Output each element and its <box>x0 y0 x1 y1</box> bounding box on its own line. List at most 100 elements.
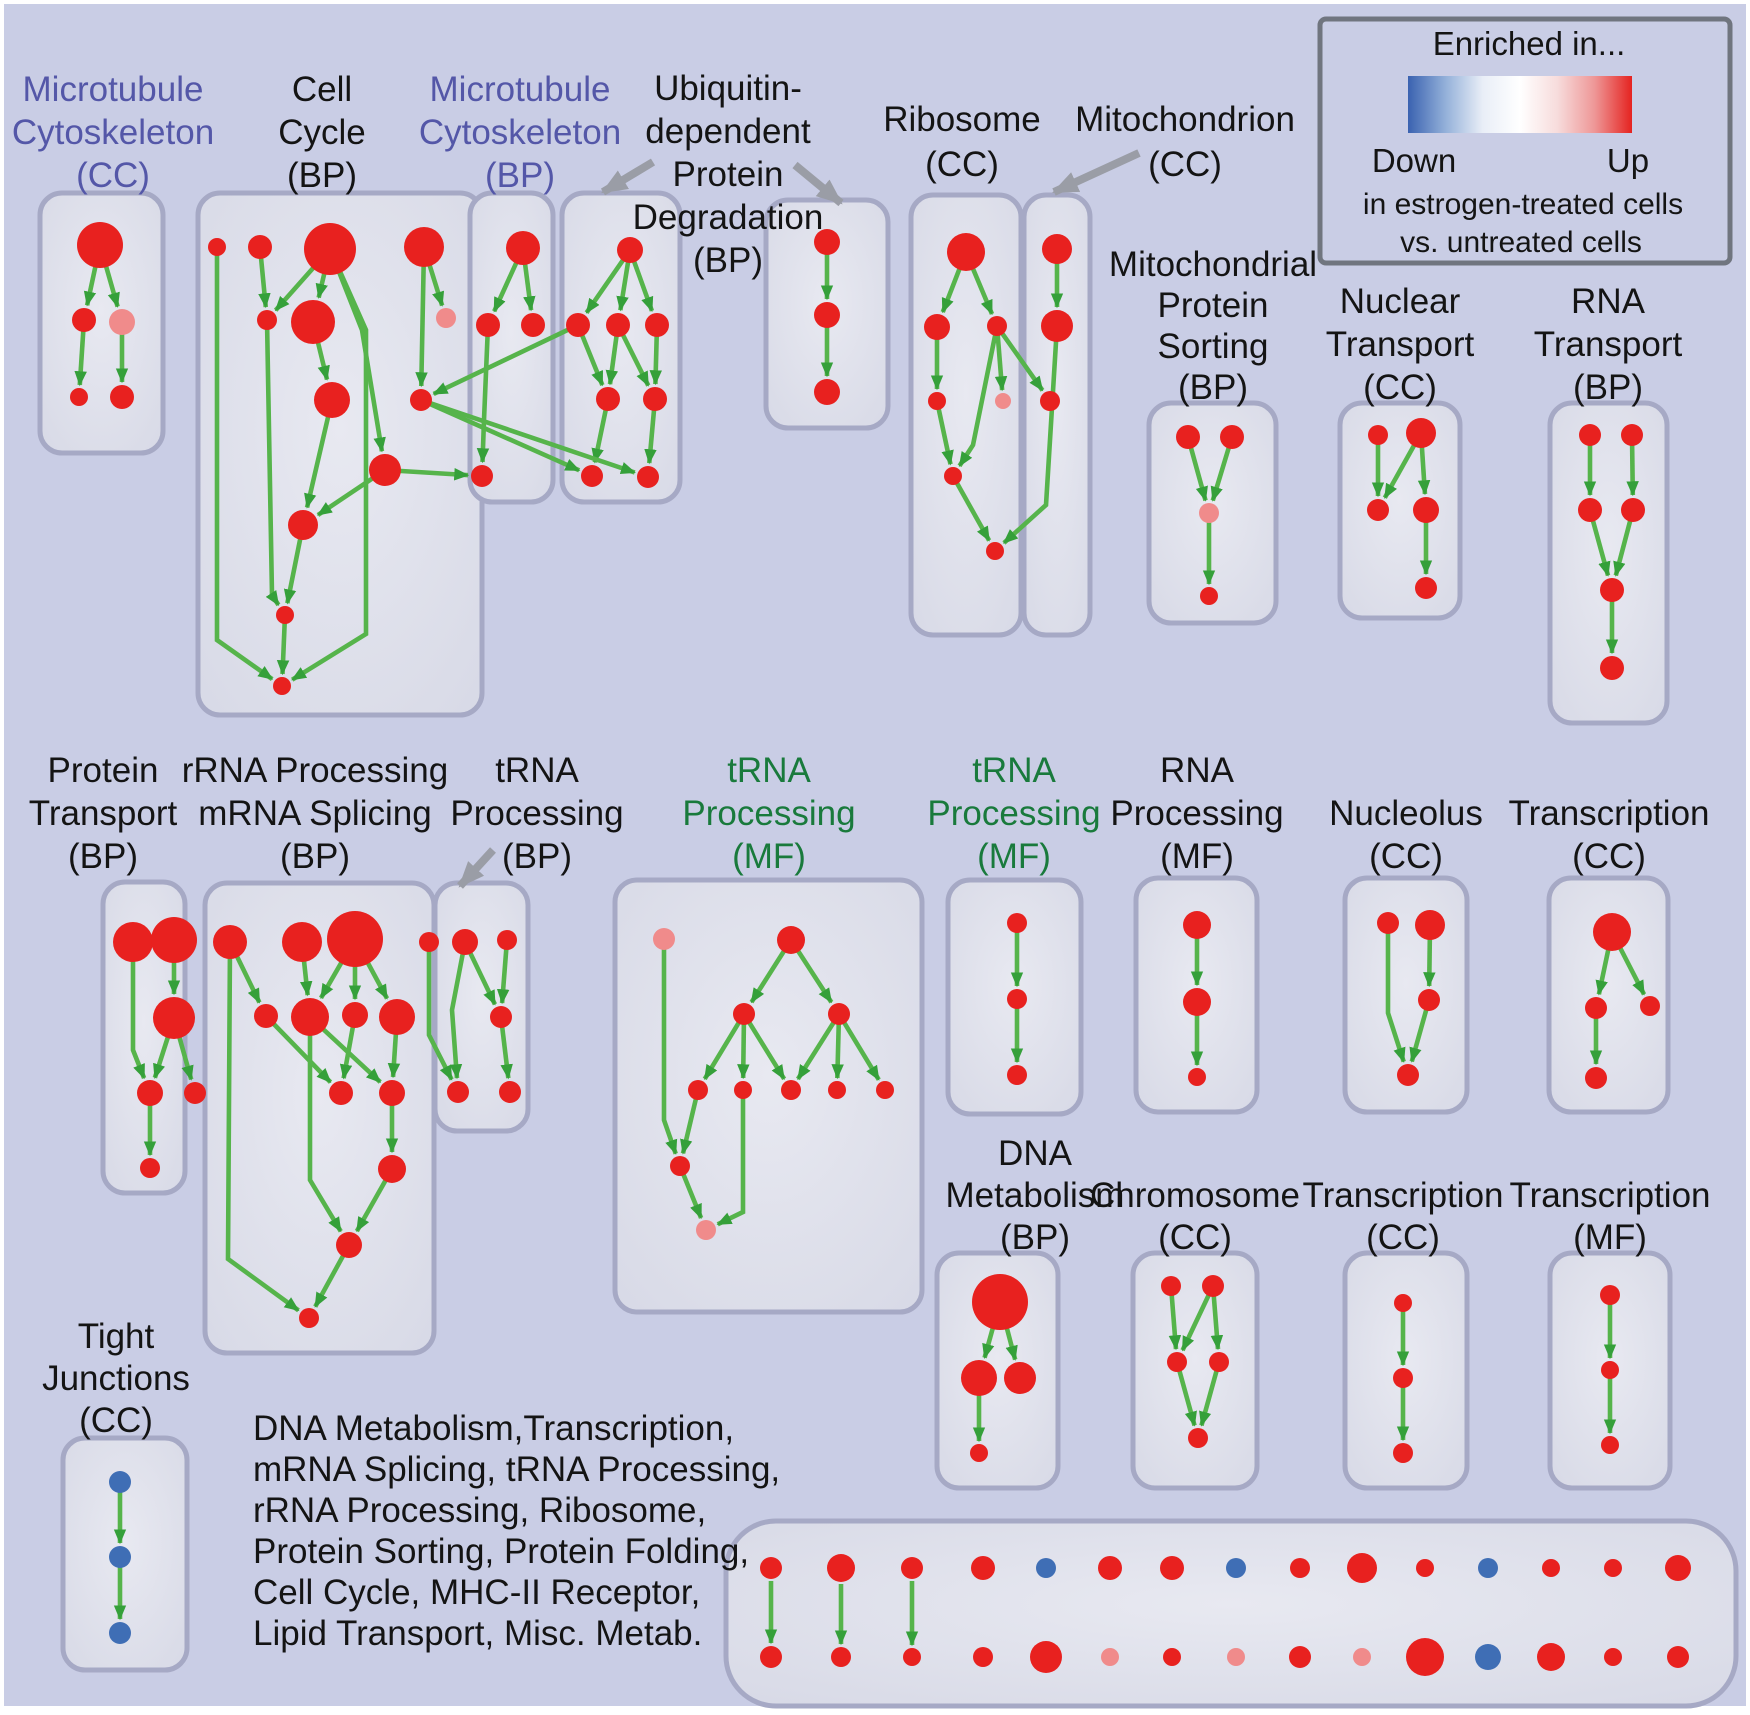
ubiquitin-degradation-1-node-U1 <box>581 465 603 487</box>
trna-processing-mf-large-node-X1 <box>670 1156 690 1176</box>
ribosome-cc-node-RD <box>995 393 1011 409</box>
rna-processing-mf-label: (MF) <box>1160 837 1234 876</box>
trna-bp-arrow <box>457 847 496 889</box>
edge <box>1180 1285 1216 1352</box>
trna-processing-mf-large-node-Y2 <box>828 1003 850 1025</box>
tight-junctions-cc-label: (CC) <box>79 1401 153 1440</box>
mito-protein-sorting-bp-node-PB <box>1220 425 1244 449</box>
rrna-processing-mrna-splicing-bp-node-R3 <box>327 911 383 967</box>
rrna-processing-mrna-splicing-bp-node-R5 <box>254 1004 278 1028</box>
category-list-text: Lipid Transport, Misc. Metab. <box>253 1614 702 1653</box>
ubiquitin-label: dependent <box>645 112 811 151</box>
trna-processing-bp-node-TB5 <box>499 1081 521 1103</box>
mt-cytoskeleton-bp-node-O <box>476 313 500 337</box>
ubiquitin-degradation-2-node-W2 <box>814 302 840 328</box>
rrna-processing-mrna-splicing-bp-node-R2 <box>282 922 322 962</box>
bottom-box-node-bottom-3 <box>903 1648 921 1666</box>
bottom-box-node-bottom-2 <box>831 1647 851 1667</box>
rna-transport-bp-label: Transport <box>1534 325 1683 364</box>
bottom-box-node-top-13 <box>1542 1559 1560 1577</box>
bottom-box-node-bottom-15 <box>1667 1646 1689 1668</box>
nuclear-transport-cc-box <box>1337 400 1463 621</box>
bottom-box-node-top-7 <box>1160 1556 1184 1580</box>
protein-transport-bp-node-PT6 <box>140 1158 160 1178</box>
chromosome-cc-box <box>1130 1250 1260 1491</box>
rrna-processing-mrna-splicing-bp-label: mRNA Splicing <box>198 794 431 833</box>
mito-protein-sorting-bp-label: (BP) <box>1178 368 1248 407</box>
cell-cycle-bp-node-B <box>248 235 272 259</box>
nuclear-transport-cc-label: Transport <box>1326 325 1475 364</box>
cell-cycle-bp-node-E <box>257 310 277 330</box>
transcription-mf-node-TM2 <box>1601 1361 1619 1379</box>
bottom-box-node-bottom-11 <box>1406 1638 1444 1676</box>
edge <box>432 322 579 397</box>
mt-cytoskeleton-cc-label: (CC) <box>76 156 150 195</box>
ubiquitin-label: Degradation <box>633 198 824 237</box>
edge <box>449 941 468 1080</box>
edge <box>994 325 1008 392</box>
bottom-box-node-top-4 <box>971 1556 995 1580</box>
trna-processing-mf-large-node-Z4 <box>828 1081 846 1099</box>
transcription-cc-low-node-TL3 <box>1393 1443 1413 1463</box>
legend-title: Enriched in... <box>1433 25 1626 62</box>
trna-processing-mf-large-node-BG <box>777 926 805 954</box>
edge <box>795 1012 841 1081</box>
edge <box>426 942 454 1081</box>
trna-processing-mf-large-node-P2 <box>696 1220 716 1240</box>
edge <box>1385 923 1406 1063</box>
legend-subtitle-2: vs. untreated cells <box>1400 226 1642 259</box>
bottom-box-node-top-10 <box>1347 1553 1377 1583</box>
ubiquitin-degradation-1-node-V1 <box>637 466 659 488</box>
bottom-summary-box <box>723 1518 1739 1709</box>
edge <box>1199 1361 1222 1427</box>
mito-protein-sorting-bp-node-PD <box>1200 587 1218 605</box>
cell-cycle-bp-node-J <box>369 454 401 486</box>
trna-processing-mf-large-node-Y1 <box>733 1003 755 1025</box>
cell-cycle-bp-node-K <box>288 510 318 540</box>
transcription-cc-mid-node-T2 <box>1585 997 1607 1019</box>
ubiquitin-degradation-2-node-W1 <box>814 229 840 255</box>
rna-transport-bp-node-QA <box>1579 424 1601 446</box>
nucleolus-cc-node-N4 <box>1397 1064 1419 1086</box>
dna-metabolism-bp-node-DM4 <box>970 1444 988 1462</box>
rrna-processing-mrna-splicing-bp-node-R1 <box>213 925 247 959</box>
trna-processing-mf-large-node-Z5 <box>876 1081 894 1099</box>
rrna-processing-mrna-splicing-bp-node-R7 <box>342 1002 368 1028</box>
chromosome-cc-node-CH1 <box>1161 1276 1181 1296</box>
mito-protein-sorting-bp-label: Sorting <box>1158 327 1269 366</box>
mitochondrion-cc-node-MB <box>1041 310 1073 342</box>
trna-processing-bp-node-TB2 <box>497 930 517 950</box>
ribosome-cc-box <box>908 192 1024 638</box>
bottom-box-node-bottom-9 <box>1289 1646 1311 1668</box>
nuclear-transport-cc-node-NE <box>1415 577 1437 599</box>
ubiquitin-degradation-1-node-M1 <box>606 313 630 337</box>
edge <box>957 325 1000 468</box>
bottom-box-node-bottom-7 <box>1163 1648 1181 1666</box>
trna-processing-mf-large-node-Z2 <box>734 1081 752 1099</box>
cell-cycle-bp-node-L <box>276 606 294 624</box>
rna-processing-mf-node-V1 <box>1183 911 1211 939</box>
transcription-cc-mid-node-T3 <box>1640 996 1660 1016</box>
mt-cytoskeleton-cc-label: Cytoskeleton <box>12 113 214 152</box>
bottom-box-node-top-15 <box>1665 1555 1691 1581</box>
transcription-mf-node-TM1 <box>1600 1285 1620 1305</box>
nuclear-transport-cc-node-NA <box>1368 425 1388 445</box>
protein-transport-bp-node-PT4 <box>137 1080 163 1106</box>
edge <box>1168 1285 1182 1351</box>
rrna-processing-mrna-splicing-bp-node-R9 <box>329 1081 353 1105</box>
edge <box>716 1090 746 1227</box>
tight-junctions-cc-node-TJ3 <box>109 1622 131 1644</box>
dna-metabolism-bp-label: (BP) <box>1000 1218 1070 1257</box>
rna-transport-bp-node-QC <box>1578 498 1602 522</box>
edge <box>307 1017 343 1233</box>
cell-cycle-bp-node-C <box>304 223 356 275</box>
rrna-processing-mrna-splicing-bp-node-R4 <box>419 932 439 952</box>
rna-transport-bp-label: (BP) <box>1573 368 1643 407</box>
transcription-mf-node-TM3 <box>1601 1436 1619 1454</box>
transcription-mf-label: (MF) <box>1573 1218 1647 1257</box>
edge <box>950 474 992 542</box>
trna-processing-bp-node-TB1 <box>452 929 478 955</box>
mt-cytoskeleton-cc-node-c <box>109 309 135 335</box>
trna-processing-mf-large-label: tRNA <box>727 751 811 790</box>
